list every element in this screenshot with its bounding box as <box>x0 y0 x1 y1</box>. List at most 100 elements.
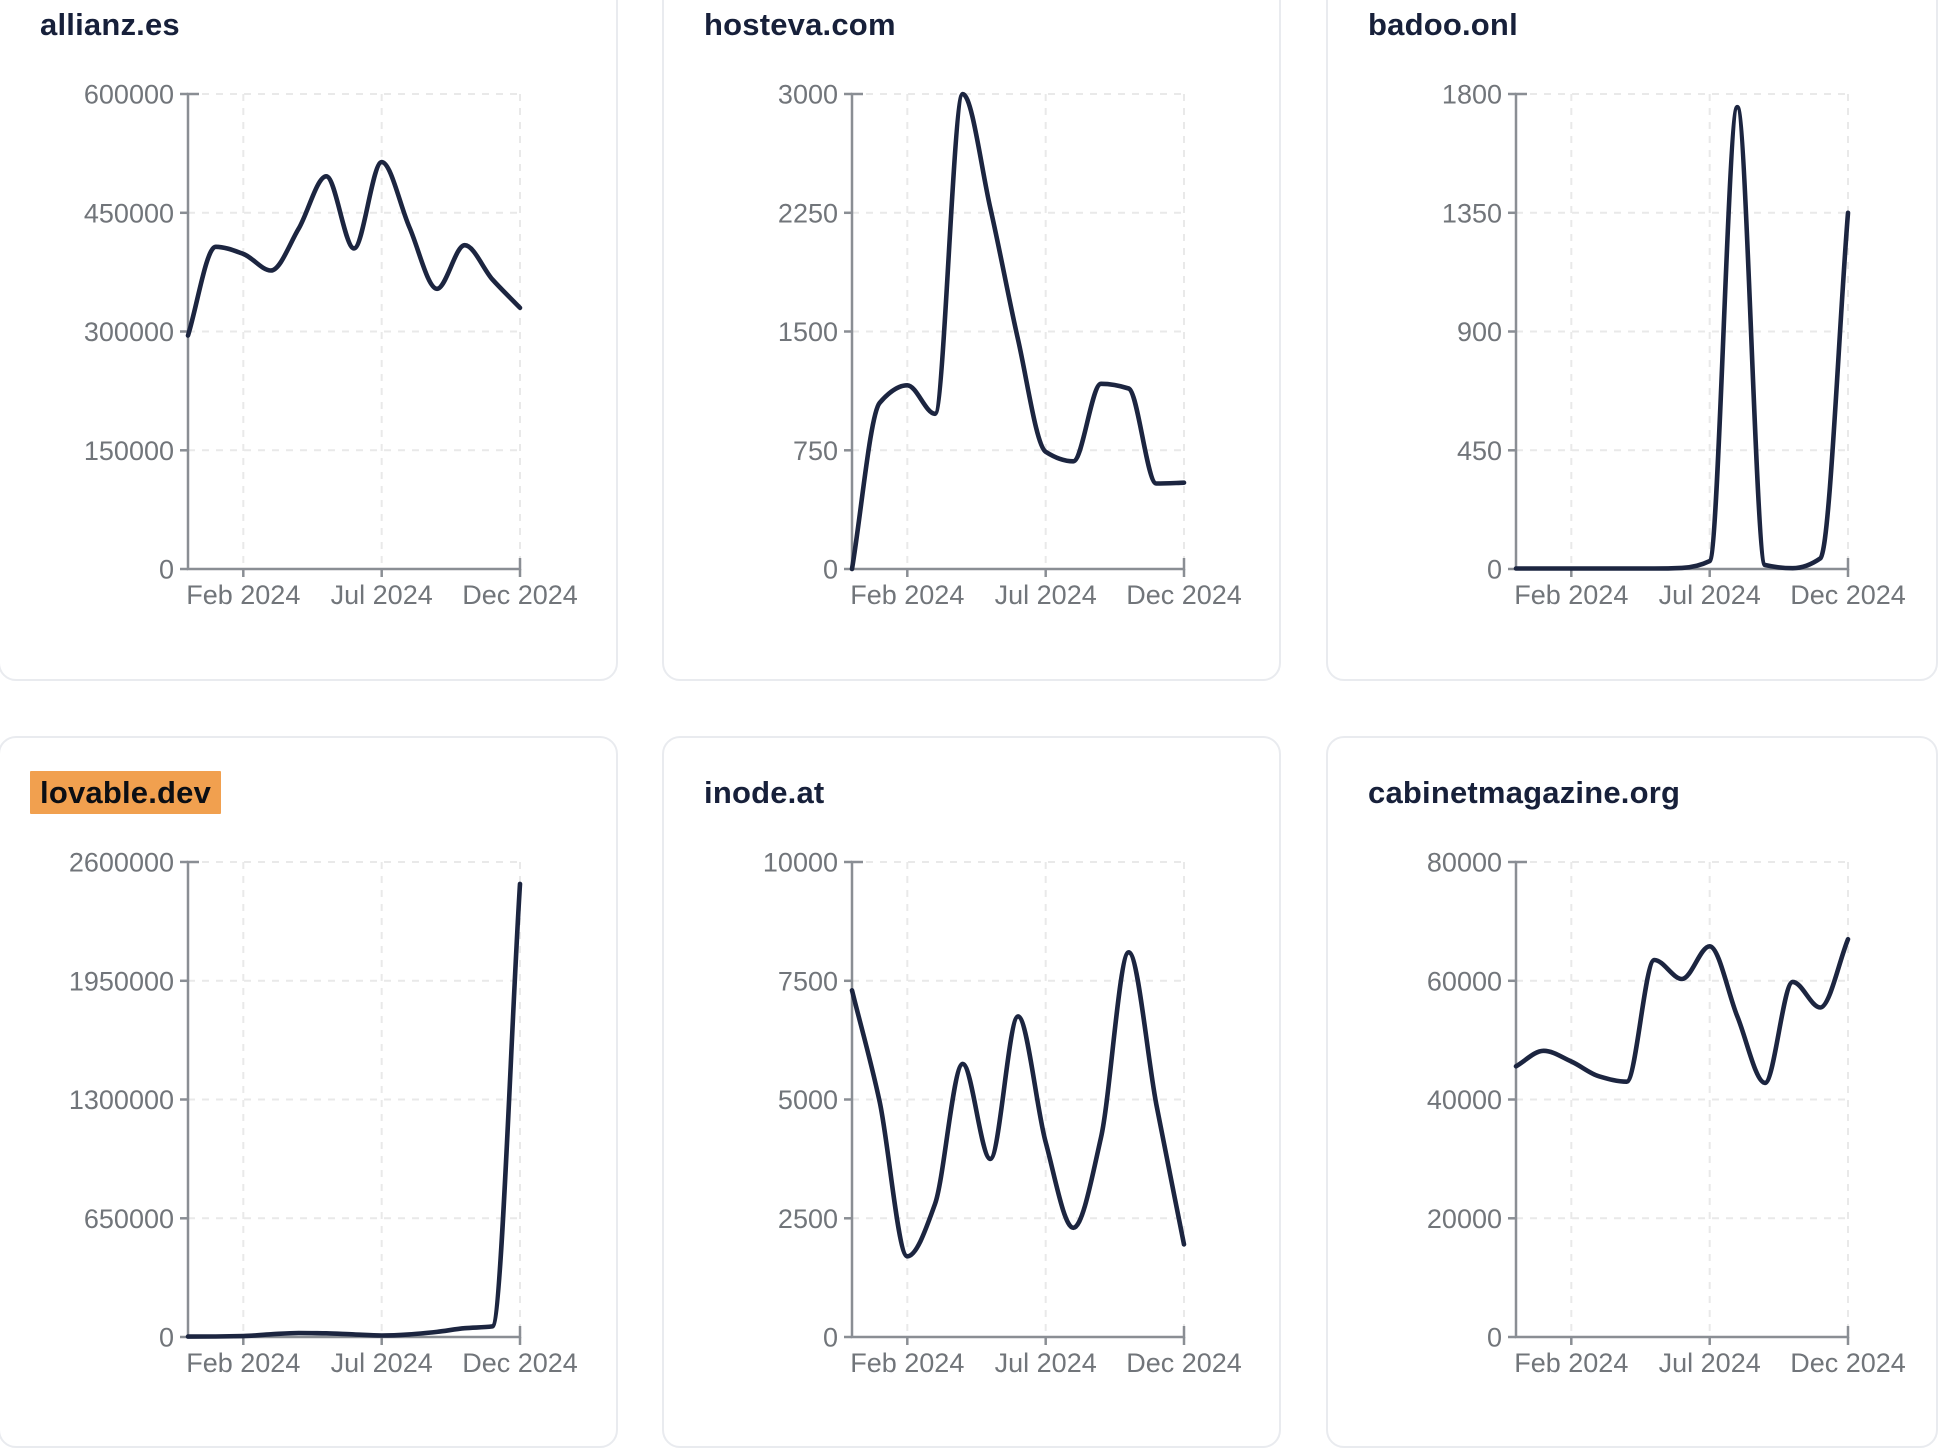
gridlines <box>1516 93 1849 569</box>
svg-text:1500: 1500 <box>778 317 838 347</box>
svg-text:Jul 2024: Jul 2024 <box>995 1348 1097 1378</box>
x-axis-labels: Feb 2024 Jul 2024 Dec 2024 <box>186 1348 578 1378</box>
x-axis-labels: Feb 2024 Jul 2024 Dec 2024 <box>1514 580 1906 610</box>
svg-text:Jul 2024: Jul 2024 <box>331 1348 433 1378</box>
svg-text:2500: 2500 <box>778 1204 838 1234</box>
svg-text:Jul 2024: Jul 2024 <box>331 580 433 610</box>
series-line <box>185 881 523 1339</box>
svg-text:0: 0 <box>823 555 838 585</box>
axes <box>180 92 522 577</box>
svg-text:150000: 150000 <box>84 436 174 466</box>
svg-text:0: 0 <box>1487 555 1502 585</box>
y-axis-labels: 0 750 1500 2250 3000 <box>778 80 838 585</box>
chart-card: allianz.es 0 150000 300000 450000 600000 Feb … <box>0 0 618 681</box>
svg-text:2600000: 2600000 <box>69 848 174 878</box>
chart-title-text: lovable.dev <box>30 771 222 814</box>
svg-text:Feb 2024: Feb 2024 <box>1514 1348 1628 1378</box>
svg-text:0: 0 <box>159 1323 174 1353</box>
svg-text:Dec 2024: Dec 2024 <box>1790 580 1906 610</box>
chart-title-text: cabinetmagazine.org <box>1368 775 1681 810</box>
svg-text:300000: 300000 <box>84 317 174 347</box>
chart-card: badoo.onl 0 450 900 1350 1800 Feb 2024 Jul 202… <box>1326 0 1938 681</box>
x-axis-labels: Feb 2024 Jul 2024 Dec 2024 <box>850 1348 1242 1378</box>
svg-text:750: 750 <box>793 436 838 466</box>
svg-text:Feb 2024: Feb 2024 <box>186 1348 300 1378</box>
y-axis-labels: 0 150000 300000 450000 600000 <box>84 80 174 585</box>
line-chart: 0 450 900 1350 1800 Feb 2024 Jul 2024 Dec 2024 <box>1442 80 1906 611</box>
y-axis-labels: 0 450 900 1350 1800 <box>1442 80 1502 585</box>
svg-text:450000: 450000 <box>84 198 174 228</box>
line-chart: 0 2500 5000 7500 10000 Feb 2024 Jul 2024 Dec 20… <box>763 848 1242 1379</box>
line-chart: 0 650000 1300000 1950000 2600000 Feb 2024 Jul … <box>69 848 578 1379</box>
chart-title: hosteva.com <box>694 6 906 43</box>
svg-text:Jul 2024: Jul 2024 <box>1659 580 1761 610</box>
x-axis-labels: Feb 2024 Jul 2024 Dec 2024 <box>850 580 1242 610</box>
chart-title-text: hosteva.com <box>704 7 896 42</box>
svg-text:650000: 650000 <box>84 1204 174 1234</box>
axes <box>844 860 1186 1345</box>
chart-card: lovable.dev 0 650000 1300000 1950000 2600000… <box>0 736 618 1448</box>
axes <box>844 92 1186 577</box>
axes <box>1508 860 1850 1345</box>
series-line <box>849 91 1187 572</box>
gridlines <box>852 93 1185 569</box>
svg-text:0: 0 <box>1487 1323 1502 1353</box>
svg-text:Dec 2024: Dec 2024 <box>462 580 578 610</box>
gridlines <box>188 861 521 1337</box>
chart-title-text: inode.at <box>704 775 825 810</box>
svg-text:Dec 2024: Dec 2024 <box>1126 580 1242 610</box>
chart-title: allianz.es <box>30 6 190 43</box>
svg-text:2250: 2250 <box>778 198 838 228</box>
svg-text:7500: 7500 <box>778 966 838 996</box>
chart-title: badoo.onl <box>1358 6 1528 43</box>
line-chart: 0 150000 300000 450000 600000 Feb 2024 Jul 202… <box>84 80 578 611</box>
chart-title-text: badoo.onl <box>1368 7 1518 42</box>
svg-text:Feb 2024: Feb 2024 <box>1514 580 1628 610</box>
svg-text:40000: 40000 <box>1427 1085 1502 1115</box>
series-line <box>185 159 523 338</box>
chart-card: cabinetmagazine.org 0 20000 40000 60000 8000… <box>1326 736 1938 1448</box>
svg-text:1950000: 1950000 <box>69 966 174 996</box>
line-chart: 0 20000 40000 60000 80000 Feb 2024 Jul 2024 Dec… <box>1427 848 1906 1379</box>
y-axis-labels: 0 650000 1300000 1950000 2600000 <box>69 848 174 1353</box>
series-line <box>849 950 1187 1259</box>
svg-text:Feb 2024: Feb 2024 <box>850 580 964 610</box>
svg-text:Feb 2024: Feb 2024 <box>186 580 300 610</box>
axes <box>180 860 522 1345</box>
chart-title: inode.at <box>694 774 834 811</box>
svg-text:Feb 2024: Feb 2024 <box>850 1348 964 1378</box>
chart-card: inode.at 0 2500 5000 7500 10000 Feb 2024 Jul 2… <box>662 736 1281 1448</box>
svg-text:Dec 2024: Dec 2024 <box>1790 1348 1906 1378</box>
svg-text:0: 0 <box>159 555 174 585</box>
svg-text:900: 900 <box>1457 317 1502 347</box>
svg-text:Jul 2024: Jul 2024 <box>1659 1348 1761 1378</box>
y-axis-labels: 0 2500 5000 7500 10000 <box>763 848 838 1353</box>
chart-title: cabinetmagazine.org <box>1358 774 1690 811</box>
svg-text:10000: 10000 <box>763 848 838 878</box>
chart-title: lovable.dev <box>30 771 222 814</box>
svg-text:5000: 5000 <box>778 1085 838 1115</box>
svg-text:60000: 60000 <box>1427 966 1502 996</box>
line-chart: 0 750 1500 2250 3000 Feb 2024 Jul 2024 Dec 2024 <box>778 80 1242 611</box>
svg-text:1350: 1350 <box>1442 198 1502 228</box>
svg-text:Dec 2024: Dec 2024 <box>462 1348 578 1378</box>
svg-text:450: 450 <box>1457 436 1502 466</box>
series-line <box>1513 936 1851 1086</box>
svg-text:80000: 80000 <box>1427 848 1502 878</box>
x-axis-labels: Feb 2024 Jul 2024 Dec 2024 <box>186 580 578 610</box>
y-axis-labels: 0 20000 40000 60000 80000 <box>1427 848 1502 1353</box>
svg-text:3000: 3000 <box>778 80 838 110</box>
chart-card: hosteva.com 0 750 1500 2250 3000 Feb 2024 Jul … <box>662 0 1281 681</box>
svg-text:Jul 2024: Jul 2024 <box>995 580 1097 610</box>
svg-text:Dec 2024: Dec 2024 <box>1126 1348 1242 1378</box>
axes <box>1508 92 1850 577</box>
chart-title-text: allianz.es <box>40 7 180 42</box>
svg-text:0: 0 <box>823 1323 838 1353</box>
series-line <box>1513 104 1851 571</box>
svg-text:20000: 20000 <box>1427 1204 1502 1234</box>
svg-text:1800: 1800 <box>1442 80 1502 110</box>
gridlines <box>188 93 521 569</box>
svg-text:600000: 600000 <box>84 80 174 110</box>
svg-text:1300000: 1300000 <box>69 1085 174 1115</box>
